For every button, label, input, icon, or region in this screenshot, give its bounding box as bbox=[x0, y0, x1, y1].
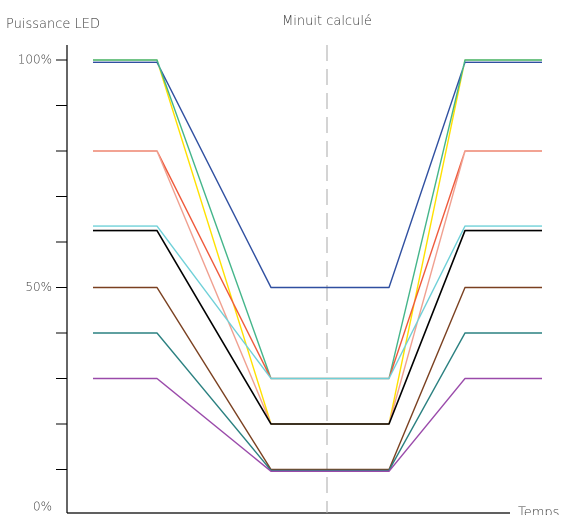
series-line-6 bbox=[93, 229, 542, 425]
y-ticks bbox=[56, 59, 67, 470]
y-tick-label-0: 100% bbox=[18, 53, 52, 67]
y-tick-label-2: 0% bbox=[33, 500, 52, 514]
midnight-label: Minuit calculé bbox=[282, 14, 372, 29]
series-line-9 bbox=[93, 377, 542, 472]
series-line-8 bbox=[93, 332, 542, 472]
y-tick-label-1: 50% bbox=[25, 280, 52, 294]
series-line-3 bbox=[93, 150, 542, 380]
series-line-2 bbox=[93, 59, 542, 380]
y-axis-title: Puissance LED bbox=[6, 17, 100, 32]
series-line-1 bbox=[93, 61, 542, 289]
series-lines bbox=[93, 59, 542, 472]
series-line-7 bbox=[93, 286, 542, 471]
series-line-0 bbox=[93, 59, 542, 425]
series-line-5 bbox=[93, 225, 542, 380]
y-tick-labels: 100% 50% 0% bbox=[18, 53, 52, 514]
x-axis-title: Temps bbox=[518, 506, 559, 515]
